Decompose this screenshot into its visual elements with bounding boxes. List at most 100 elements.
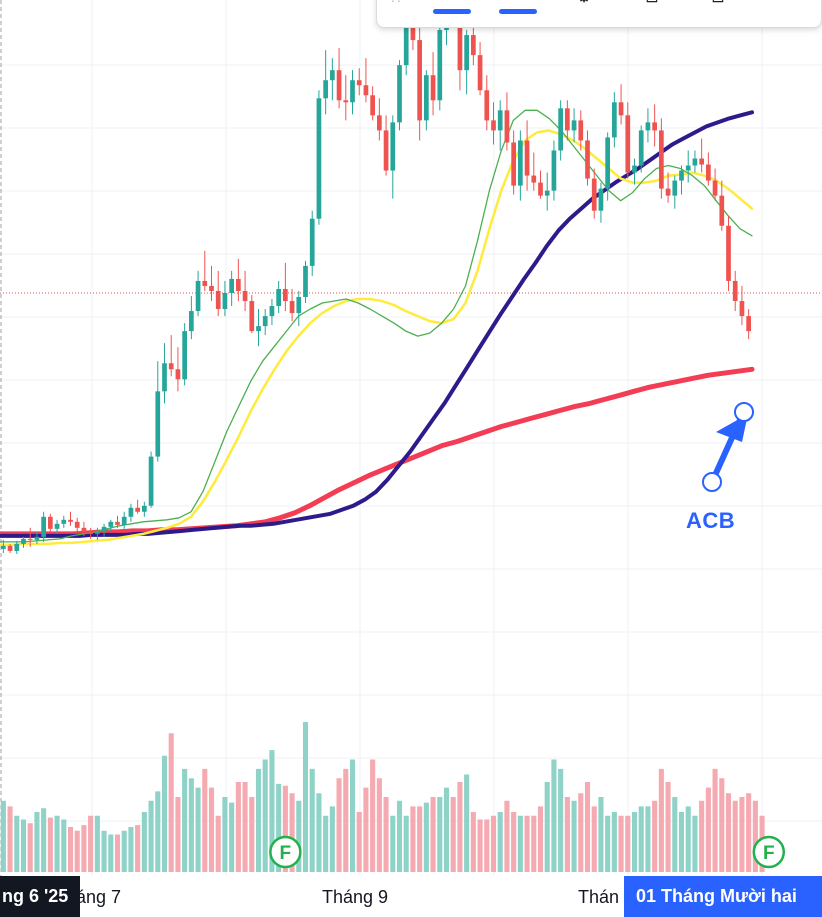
candle-body [632, 165, 637, 173]
ma-mid-line [0, 129, 754, 547]
candle-body [390, 122, 396, 171]
candle-body [497, 110, 503, 131]
candle-body [54, 523, 60, 529]
volume-bar [34, 812, 40, 872]
volume-bar [309, 768, 315, 872]
annotation-label[interactable]: ACB [686, 508, 736, 533]
volume-bar [390, 815, 396, 872]
candle-body [571, 120, 577, 131]
volume-bar [705, 787, 711, 872]
candle-body [330, 70, 335, 81]
candle-body [21, 538, 26, 544]
candlesticks [1, 0, 751, 554]
volume-bar [67, 827, 74, 872]
volume-bars [0, 722, 765, 872]
volume-bar [410, 806, 416, 872]
volume-bar [356, 812, 362, 872]
volume-bar [430, 797, 436, 872]
volume-bar [477, 819, 483, 872]
volume-bar [517, 815, 523, 872]
candle-body [283, 288, 288, 302]
candle-body [685, 165, 691, 171]
volume-bar [14, 815, 20, 872]
candle-body [377, 115, 382, 131]
candle-body [544, 190, 550, 196]
candle-body [343, 100, 349, 103]
candle-body [289, 301, 295, 314]
candle-body [538, 182, 543, 196]
moving-average-slow [0, 110, 754, 538]
candle-body [383, 130, 389, 171]
volume-bar [349, 759, 356, 872]
candle-body [518, 140, 523, 186]
candle-body [61, 519, 67, 524]
crosshair-date-badge-right: 01 Tháng Mười hai [624, 876, 822, 917]
candle-body [350, 80, 355, 103]
volume-bar [296, 800, 302, 872]
candle-body [652, 122, 657, 131]
candle-body [403, 9, 409, 66]
candle-body [303, 265, 308, 298]
volume-bar [625, 815, 631, 872]
candle-body [168, 363, 174, 370]
candle-body [162, 363, 167, 392]
delete-icon[interactable]: ⊟ [707, 0, 729, 7]
volume-bar [182, 768, 188, 872]
candle-body [269, 306, 275, 317]
candle-body [128, 507, 134, 517]
volume-bar [262, 759, 268, 872]
candle-body [706, 164, 711, 181]
settings-icon[interactable]: ⚙ [573, 0, 595, 7]
volume-bar [329, 806, 335, 872]
volume-bar [584, 782, 591, 872]
volume-bar [47, 817, 53, 872]
candle-body [679, 170, 684, 181]
volume-bar [20, 819, 27, 872]
candle-body [397, 65, 402, 123]
candle-body [457, 4, 463, 71]
volume-bar [282, 785, 288, 872]
drag-grip-icon[interactable]: ⁚⁚ [391, 0, 403, 5]
arrow-annotation[interactable] [702, 402, 754, 492]
candle-body [504, 110, 510, 143]
volume-bar [276, 783, 282, 872]
line-style-icon[interactable] [499, 9, 537, 14]
volume-bar [269, 750, 275, 872]
volume-bar [54, 815, 60, 872]
candle-body [732, 280, 738, 302]
ma-fast-line [0, 109, 753, 543]
volume-bar [504, 800, 510, 872]
moving-average-long [0, 366, 755, 537]
candle-body [531, 175, 537, 183]
volume-bar [739, 797, 745, 872]
volume-bar [255, 768, 262, 872]
volume-bar [658, 768, 664, 872]
candle-body [598, 188, 604, 211]
candle-body [195, 280, 201, 312]
candle-body [222, 292, 228, 310]
candle-body [81, 527, 87, 532]
candle-body [477, 55, 483, 91]
annotation-handle [702, 472, 722, 492]
line-style-icon[interactable] [433, 9, 471, 14]
lock-icon[interactable]: ⊡ [641, 0, 663, 7]
volume-bar [128, 827, 134, 872]
candle-body [262, 316, 268, 327]
volume-bar [719, 778, 725, 872]
candle-body [356, 80, 362, 86]
candle-body [692, 158, 698, 166]
volume-bar [497, 812, 503, 872]
candle-body [591, 178, 597, 211]
candle-body [41, 516, 46, 537]
annotation-handle [734, 402, 754, 422]
candle-body [625, 115, 631, 173]
volume-bar [336, 778, 342, 872]
event-marker [269, 835, 302, 869]
volume-bar [81, 825, 87, 872]
candle-body [612, 102, 617, 138]
candle-body [739, 301, 745, 317]
volume-bar [61, 819, 67, 872]
x-axis-label: áng 7 [76, 887, 122, 907]
